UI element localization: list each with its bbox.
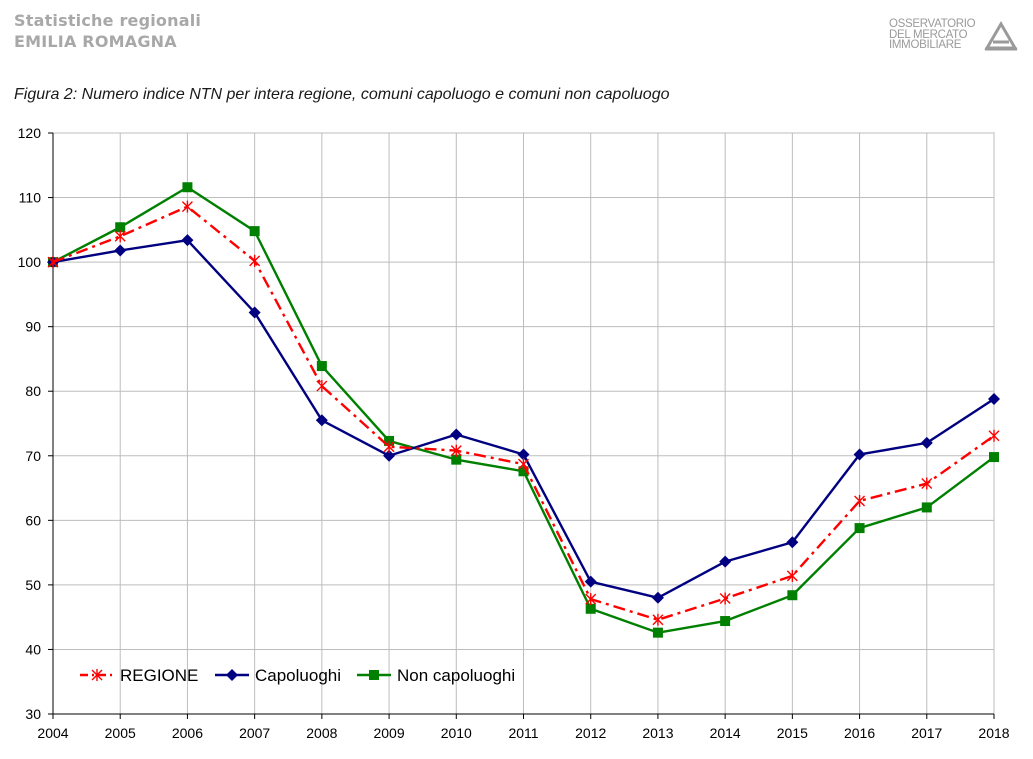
legend-label-non-capoluoghi: Non capoluoghi [397, 666, 515, 685]
omi-logo-text: OSSERVATORIO DEL MERCATO IMMOBILIARE [889, 18, 976, 51]
data-point-regione [921, 477, 933, 490]
data-point-regione [450, 444, 462, 457]
data-point-regione [316, 380, 328, 393]
y-tick-label: 40 [25, 641, 41, 657]
data-point-regione [786, 569, 798, 582]
x-tick-label: 2008 [306, 725, 337, 741]
y-tick-label: 80 [25, 383, 41, 399]
house-logo-icon [984, 21, 1018, 51]
x-tick-label: 2017 [911, 725, 942, 741]
data-point-regione [383, 440, 395, 453]
report-header: Statistiche regionali EMILIA ROMAGNA [14, 10, 201, 52]
x-tick-label: 2018 [978, 725, 1009, 741]
data-point-capoluoghi [181, 234, 194, 247]
data-point-capoluoghi [786, 536, 799, 549]
omi-logo-line3: IMMOBILIARE [889, 39, 962, 51]
data-point-non-capoluoghi [585, 603, 596, 614]
legend-label-regione: REGIONE [120, 666, 198, 685]
data-point-regione [518, 458, 529, 471]
y-tick-label: 120 [18, 125, 42, 141]
data-point-non-capoluoghi [451, 454, 462, 465]
data-point-non-capoluoghi [989, 452, 999, 463]
data-point-capoluoghi [584, 575, 597, 588]
data-point-regione [854, 494, 866, 507]
y-tick-label: 110 [19, 190, 42, 206]
omi-logo: OSSERVATORIO DEL MERCATO IMMOBILIARE [889, 18, 1019, 54]
data-point-non-capoluoghi [249, 226, 260, 237]
report-header-line2: EMILIA ROMAGNA [14, 32, 177, 51]
x-tick-label: 2015 [777, 725, 808, 741]
data-point-regione [114, 230, 126, 243]
x-tick-label: 2012 [575, 725, 606, 741]
data-point-regione [719, 592, 731, 605]
data-point-regione [249, 254, 261, 267]
data-point-regione [181, 200, 193, 213]
figure-title: Figura 2: Numero indice NTN per intera r… [14, 86, 670, 103]
data-point-regione [47, 256, 59, 269]
data-point-non-capoluoghi [518, 466, 529, 477]
report-header-line1: Statistiche regionali [14, 11, 202, 30]
data-point-capoluoghi [450, 428, 463, 441]
data-point-capoluoghi [920, 436, 933, 449]
y-tick-label: 60 [25, 512, 41, 528]
data-point-non-capoluoghi [316, 361, 327, 372]
y-tick-label: 50 [25, 577, 41, 593]
y-tick-label: 100 [18, 254, 42, 270]
data-point-capoluoghi [315, 414, 328, 427]
data-point-regione [652, 613, 664, 626]
data-point-non-capoluoghi [182, 182, 193, 193]
x-tick-label: 2013 [642, 725, 673, 741]
x-tick-label: 2006 [172, 725, 203, 741]
x-tick-label: 2005 [105, 725, 136, 741]
legend-label-capoluoghi: Capoluoghi [255, 666, 341, 685]
data-point-capoluoghi [651, 591, 664, 604]
data-point-regione [585, 593, 597, 606]
legend-marker-regione [91, 669, 103, 681]
data-point-capoluoghi [383, 449, 396, 462]
legend-marker-capoluoghi [226, 669, 238, 681]
x-tick-label: 2010 [441, 725, 472, 741]
y-tick-label: 30 [25, 706, 41, 722]
data-point-capoluoghi [853, 448, 866, 461]
x-tick-label: 2011 [508, 725, 538, 741]
data-point-capoluoghi [988, 392, 1000, 405]
data-point-non-capoluoghi [854, 523, 865, 534]
legend-marker-non-capoluoghi [369, 670, 379, 680]
data-point-non-capoluoghi [787, 590, 798, 601]
x-tick-label: 2016 [844, 725, 875, 741]
data-point-capoluoghi [248, 306, 261, 319]
data-point-non-capoluoghi [921, 502, 932, 513]
data-point-regione [988, 429, 1000, 442]
y-tick-label: 70 [25, 448, 41, 464]
x-tick-label: 2009 [373, 725, 404, 741]
x-tick-label: 2014 [710, 725, 741, 741]
data-point-capoluoghi [517, 448, 530, 461]
omi-logo-line1: OSSERVATORIO [889, 18, 976, 30]
x-tick-label: 2007 [239, 725, 270, 741]
data-point-capoluoghi [114, 244, 127, 257]
y-tick-label: 90 [25, 319, 41, 335]
data-point-non-capoluoghi [652, 627, 663, 638]
x-tick-label: 2004 [37, 725, 68, 741]
data-point-non-capoluoghi [720, 616, 731, 627]
omi-logo-line2: DEL MERCATO [889, 28, 968, 41]
data-point-capoluoghi [719, 555, 732, 568]
data-point-non-capoluoghi [115, 222, 126, 233]
